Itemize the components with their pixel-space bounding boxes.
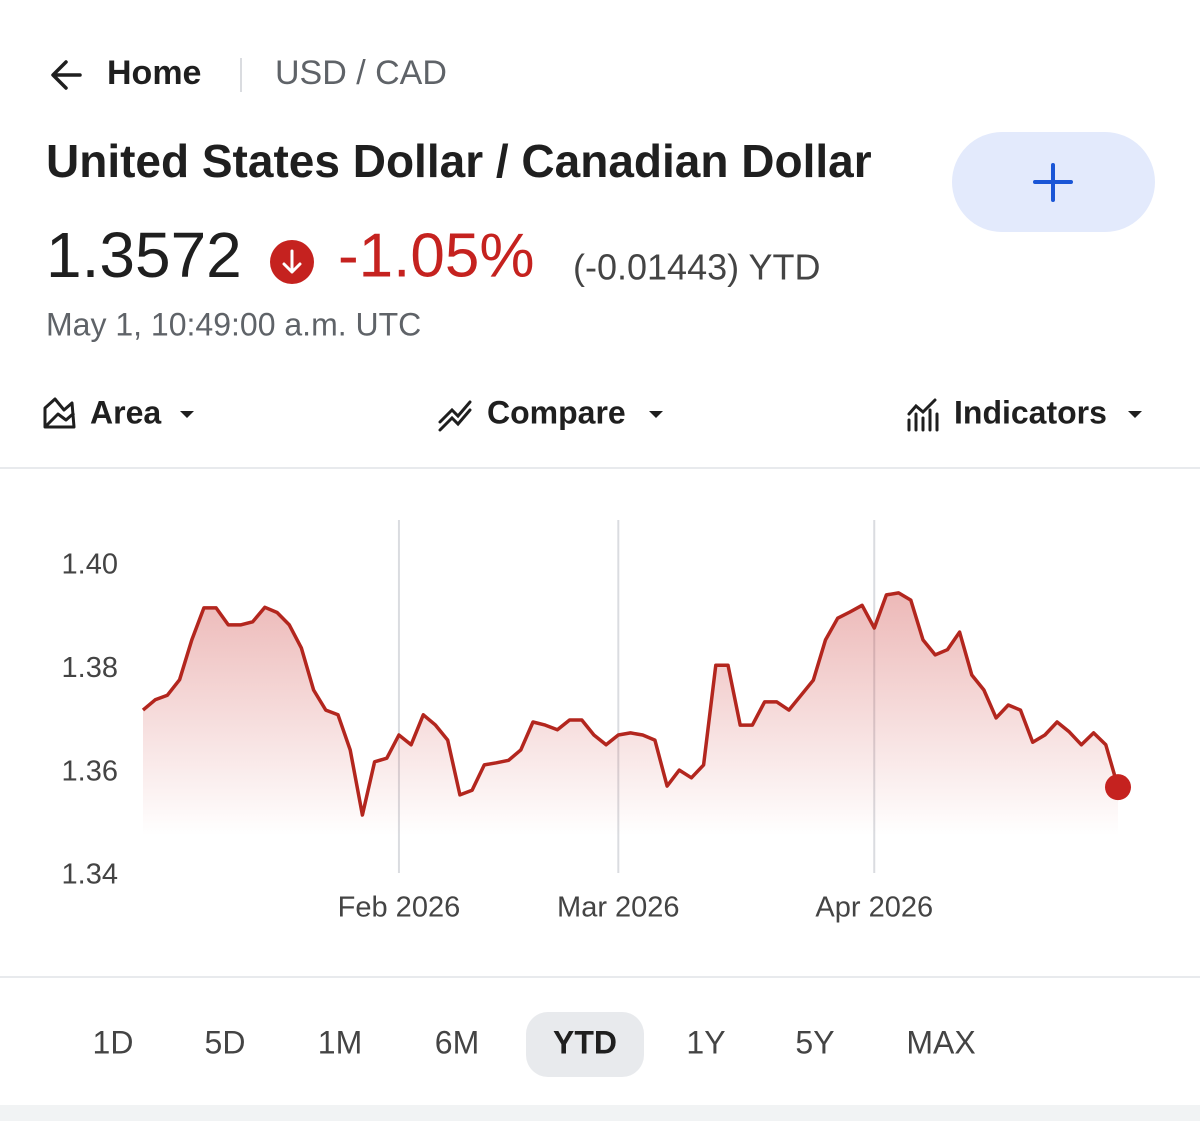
price: 1.3572 xyxy=(46,219,242,291)
compare-icon xyxy=(438,400,472,432)
change-percent: -1.05% xyxy=(338,221,534,290)
title: United States Dollar / Canadian Dollar xyxy=(46,135,872,187)
y-tick-label: 1.34 xyxy=(62,859,118,891)
range-button[interactable]: 1M xyxy=(318,1024,362,1060)
y-tick-label: 1.38 xyxy=(62,652,118,684)
area-icon xyxy=(43,397,76,429)
x-tick-label: Apr 2026 xyxy=(815,892,933,924)
x-tick-label: Mar 2026 xyxy=(557,892,680,924)
range-button[interactable]: YTD xyxy=(553,1024,617,1060)
add-button[interactable] xyxy=(952,132,1155,232)
area-fill xyxy=(143,592,1118,836)
range-selected-bg xyxy=(526,1012,644,1077)
price-line xyxy=(141,591,1120,817)
y-tick-label: 1.40 xyxy=(62,549,118,581)
range-button[interactable]: 5Y xyxy=(795,1024,834,1060)
back-button[interactable]: Home xyxy=(51,54,201,92)
home-link[interactable]: Home xyxy=(107,54,201,92)
range-button[interactable]: 1Y xyxy=(686,1024,725,1060)
timestamp: May 1, 10:49:00 a.m. UTC xyxy=(46,306,421,342)
range-button[interactable]: 6M xyxy=(435,1024,479,1060)
dropdown-caret xyxy=(649,411,663,418)
range-button[interactable]: 1D xyxy=(93,1024,134,1060)
range-button[interactable]: MAX xyxy=(906,1024,975,1060)
last-point xyxy=(1105,774,1131,801)
range-button[interactable]: 5D xyxy=(205,1024,246,1060)
chart-type-label: Area xyxy=(90,394,161,430)
compare-label: Compare xyxy=(487,394,626,430)
indicators-menu[interactable]: Indicators xyxy=(907,394,1142,432)
down-arrow xyxy=(282,249,302,274)
plus-icon xyxy=(1033,163,1073,202)
indicators-label: Indicators xyxy=(954,394,1107,430)
breadcrumb: USD / CAD xyxy=(275,54,447,92)
compare-menu[interactable]: Compare xyxy=(438,394,663,432)
chart: Feb 2026 Mar 2026 Apr 2026 1.34 1.36 1.38 1.40 xyxy=(62,520,1131,924)
x-tick-label: Feb 2026 xyxy=(338,892,461,924)
range-selector: 1D 5D 1M 6M YTD 1Y 5Y MAX xyxy=(93,1012,976,1077)
dropdown-caret xyxy=(180,411,194,418)
bottom-strip xyxy=(0,1105,1200,1121)
y-tick-label: 1.36 xyxy=(62,755,118,787)
chart-type-menu[interactable]: Area xyxy=(43,394,194,430)
change-absolute: (-0.01443) YTD xyxy=(573,247,820,288)
back-arrow xyxy=(51,60,82,90)
dropdown-caret xyxy=(1128,411,1142,418)
indicators-icon xyxy=(907,398,939,432)
